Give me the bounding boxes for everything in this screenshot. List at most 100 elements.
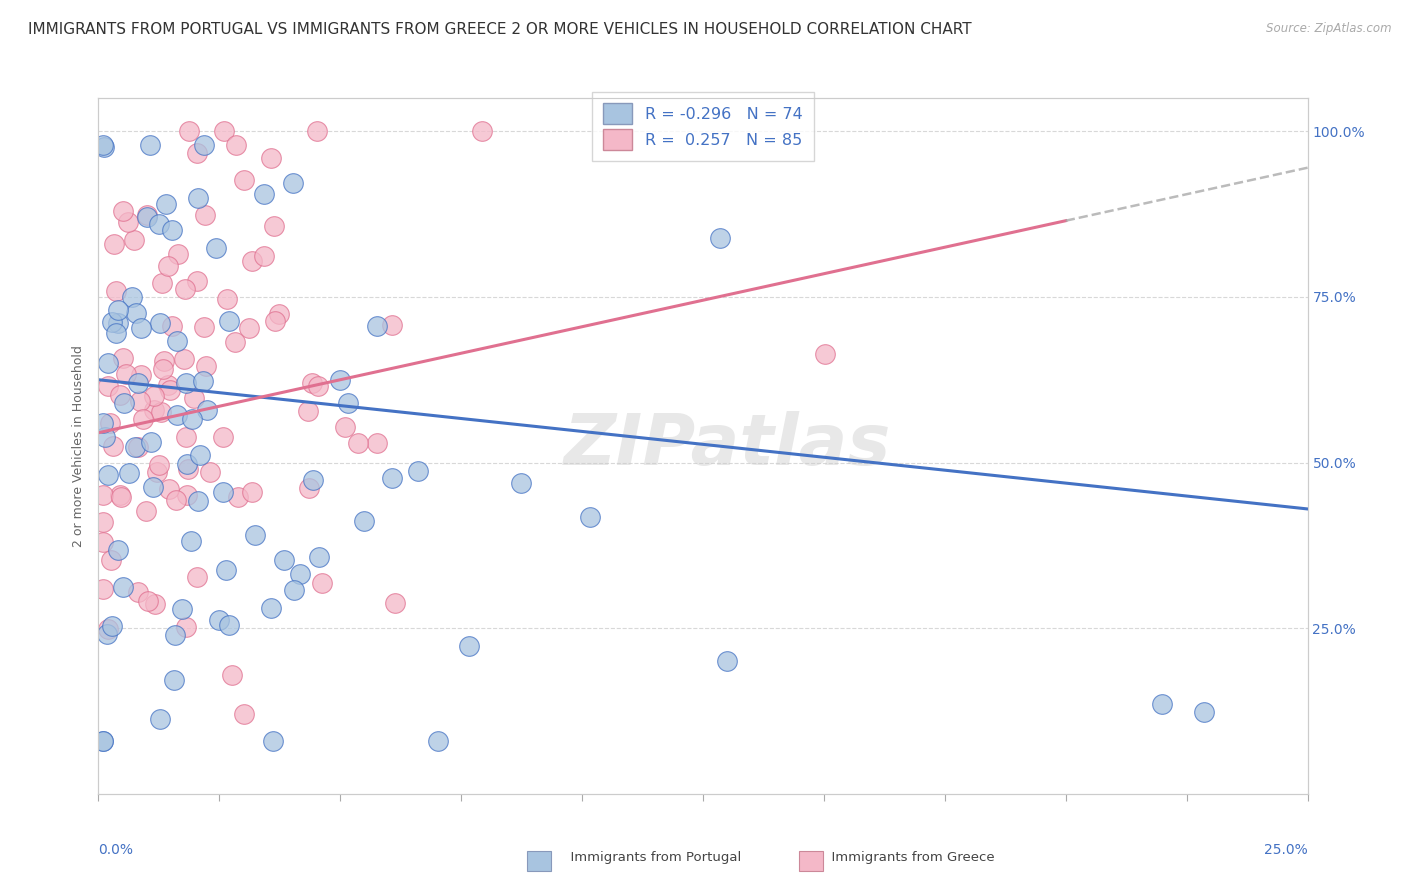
Point (97, 467, 120, 482)
Point (471, 124, 494, 138)
Point (107, 302, 129, 317)
Point (159, 384, 181, 398)
Point (195, 403, 218, 417)
Point (94, 430, 117, 444)
Point (91, 516, 114, 530)
Point (143, 597, 166, 611)
Point (146, 465, 169, 479)
Point (195, 359, 218, 373)
Point (366, 436, 388, 450)
Point (174, 282, 197, 296)
Point (166, 334, 188, 348)
Point (238, 320, 260, 334)
Point (107, 317, 129, 331)
Point (96, 626, 118, 640)
Point (127, 584, 149, 599)
Point (180, 533, 202, 548)
Point (152, 277, 174, 291)
Point (148, 217, 170, 231)
Point (177, 124, 200, 138)
Point (111, 203, 134, 218)
Point (716, 654, 738, 668)
Point (108, 388, 131, 402)
Point (141, 435, 163, 450)
Point (307, 124, 329, 138)
Point (121, 291, 143, 305)
Point (98, 416, 121, 430)
Point (104, 326, 127, 340)
Point (157, 482, 180, 496)
Point (186, 145, 208, 160)
Point (301, 473, 323, 487)
Point (97, 379, 120, 393)
Point (232, 707, 254, 722)
Point (115, 368, 138, 382)
Point (458, 639, 481, 653)
Point (221, 668, 243, 682)
Point (91, 582, 114, 597)
Point (308, 549, 330, 564)
Point (124, 440, 146, 454)
Point (1192, 705, 1215, 719)
Point (406, 464, 429, 478)
Point (225, 138, 247, 153)
Point (91, 734, 114, 748)
Point (298, 481, 321, 495)
Point (1152, 698, 1174, 712)
Point (135, 504, 157, 518)
Point (578, 510, 600, 524)
Point (100, 553, 122, 567)
Point (97, 622, 120, 636)
Point (101, 315, 124, 329)
Point (142, 402, 165, 417)
Point (283, 583, 305, 598)
Point (177, 462, 200, 476)
Text: IMMIGRANTS FROM PORTUGAL VS IMMIGRANTS FROM GREECE 2 OR MORE VEHICLES IN HOUSEHO: IMMIGRANTS FROM PORTUGAL VS IMMIGRANTS F… (28, 22, 972, 37)
Point (91, 487, 114, 501)
Point (263, 314, 285, 328)
Point (104, 284, 127, 298)
Point (240, 254, 263, 268)
Point (91, 137, 114, 152)
Point (347, 436, 370, 450)
Point (226, 490, 249, 504)
Point (101, 440, 124, 454)
Point (176, 488, 198, 502)
Point (93, 416, 115, 430)
Point (188, 448, 211, 462)
Point (183, 392, 205, 406)
Point (125, 306, 148, 320)
Point (127, 441, 149, 455)
Point (174, 376, 197, 390)
Text: Immigrants from Portugal: Immigrants from Portugal (562, 851, 741, 863)
Point (336, 396, 359, 410)
Point (129, 321, 152, 335)
Point (174, 620, 197, 634)
Point (329, 373, 352, 387)
Point (253, 249, 276, 263)
Point (814, 347, 837, 361)
Point (307, 378, 329, 392)
Point (381, 471, 404, 485)
Point (129, 368, 152, 383)
Point (353, 514, 375, 528)
Point (181, 411, 204, 425)
Point (267, 307, 290, 321)
Point (224, 335, 246, 350)
Point (132, 412, 155, 426)
Point (263, 219, 285, 234)
Point (136, 210, 159, 224)
Point (204, 241, 226, 255)
Point (142, 480, 165, 494)
Point (176, 457, 198, 471)
Point (128, 394, 150, 409)
Point (139, 137, 162, 152)
Point (288, 567, 311, 582)
Point (211, 430, 233, 444)
Point (155, 196, 177, 211)
Point (107, 543, 129, 558)
Point (165, 628, 187, 642)
Point (283, 176, 305, 190)
Point (112, 396, 135, 410)
Point (110, 490, 132, 504)
